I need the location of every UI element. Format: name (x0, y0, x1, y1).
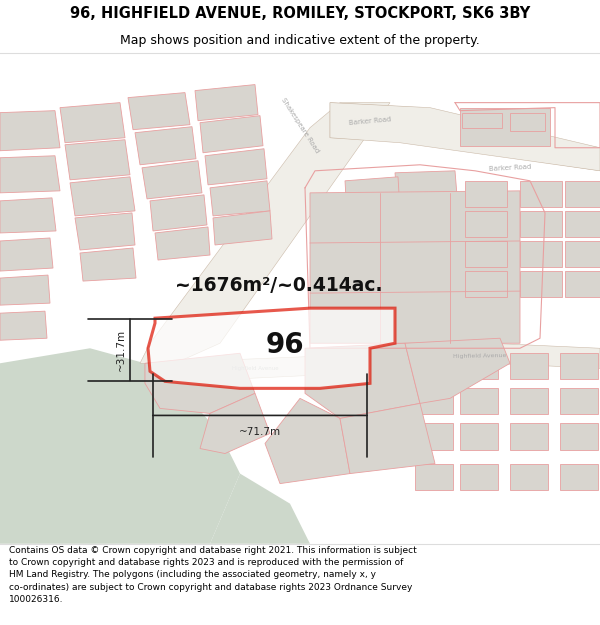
Polygon shape (140, 102, 390, 363)
Bar (565, 181, 600, 207)
Bar (560, 424, 598, 449)
Text: Map shows position and indicative extent of the property.: Map shows position and indicative extent… (120, 34, 480, 48)
Bar (510, 353, 548, 379)
Polygon shape (0, 311, 47, 340)
Text: Contains OS data © Crown copyright and database right 2021. This information is : Contains OS data © Crown copyright and d… (9, 546, 417, 604)
Polygon shape (142, 161, 202, 199)
Text: ~71.7m: ~71.7m (239, 428, 281, 438)
Polygon shape (0, 275, 50, 305)
Polygon shape (145, 353, 255, 413)
Polygon shape (135, 127, 196, 165)
Polygon shape (200, 116, 263, 152)
Polygon shape (150, 195, 207, 231)
Polygon shape (330, 102, 420, 142)
Text: ~1676m²/~0.414ac.: ~1676m²/~0.414ac. (175, 276, 383, 294)
Bar (520, 181, 562, 207)
Text: ~31.7m: ~31.7m (116, 329, 126, 371)
Polygon shape (305, 343, 420, 418)
Bar (565, 241, 600, 267)
Polygon shape (205, 149, 267, 185)
Polygon shape (347, 212, 402, 250)
Bar (460, 424, 498, 449)
Bar (415, 353, 453, 379)
Bar (560, 388, 598, 414)
Polygon shape (75, 213, 135, 250)
Bar (415, 424, 453, 449)
Polygon shape (400, 209, 460, 245)
Polygon shape (210, 181, 270, 216)
Polygon shape (0, 348, 240, 544)
Text: Barker Road: Barker Road (488, 164, 532, 172)
Polygon shape (0, 198, 56, 233)
Bar (460, 107, 550, 146)
Text: Barker Road: Barker Road (349, 116, 391, 126)
Text: 96: 96 (266, 331, 304, 359)
Bar (510, 424, 548, 449)
Polygon shape (330, 102, 600, 171)
Text: Shakespeare Road: Shakespeare Road (280, 97, 320, 154)
Polygon shape (155, 227, 210, 260)
Polygon shape (195, 84, 258, 121)
Polygon shape (200, 393, 270, 454)
Bar (462, 112, 502, 128)
Text: Highfield Avenue: Highfield Avenue (453, 353, 507, 359)
Bar (465, 241, 507, 267)
Polygon shape (405, 338, 510, 403)
Polygon shape (395, 171, 458, 210)
Bar (415, 388, 453, 414)
Polygon shape (145, 353, 395, 383)
Bar (565, 271, 600, 297)
Text: Highfield Avenue: Highfield Avenue (232, 366, 278, 371)
Polygon shape (0, 111, 60, 151)
Polygon shape (310, 191, 520, 343)
Bar (565, 211, 600, 237)
Bar (560, 464, 598, 489)
Polygon shape (340, 403, 435, 474)
Polygon shape (128, 92, 190, 130)
Polygon shape (80, 248, 136, 281)
Polygon shape (148, 308, 395, 388)
Bar (520, 271, 562, 297)
Bar (465, 181, 507, 207)
Bar (510, 112, 545, 131)
Polygon shape (60, 102, 125, 142)
Polygon shape (70, 177, 135, 216)
Bar (460, 464, 498, 489)
Bar (415, 464, 453, 489)
Polygon shape (380, 338, 600, 368)
Bar (465, 211, 507, 237)
Bar (520, 241, 562, 267)
Polygon shape (400, 112, 600, 171)
Polygon shape (0, 238, 53, 271)
Bar (560, 353, 598, 379)
Bar (510, 464, 548, 489)
Polygon shape (265, 398, 350, 484)
Bar (465, 271, 507, 297)
Polygon shape (345, 177, 400, 215)
Polygon shape (210, 474, 310, 544)
Text: 96, HIGHFIELD AVENUE, ROMILEY, STOCKPORT, SK6 3BY: 96, HIGHFIELD AVENUE, ROMILEY, STOCKPORT… (70, 6, 530, 21)
Bar (520, 211, 562, 237)
Bar (460, 388, 498, 414)
Polygon shape (65, 140, 130, 180)
Bar (510, 388, 548, 414)
Polygon shape (0, 156, 60, 193)
Polygon shape (213, 211, 272, 245)
Bar (460, 353, 498, 379)
